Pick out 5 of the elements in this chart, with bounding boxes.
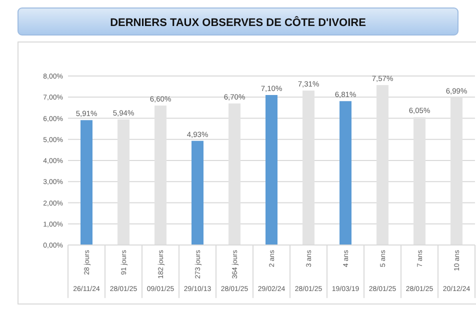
bar [340, 101, 352, 245]
bar [266, 95, 278, 245]
chart-title: DERNIERS TAUX OBSERVES DE CÔTE D'IVOIRE [110, 16, 366, 29]
bar [80, 120, 92, 245]
bar [192, 140, 204, 245]
